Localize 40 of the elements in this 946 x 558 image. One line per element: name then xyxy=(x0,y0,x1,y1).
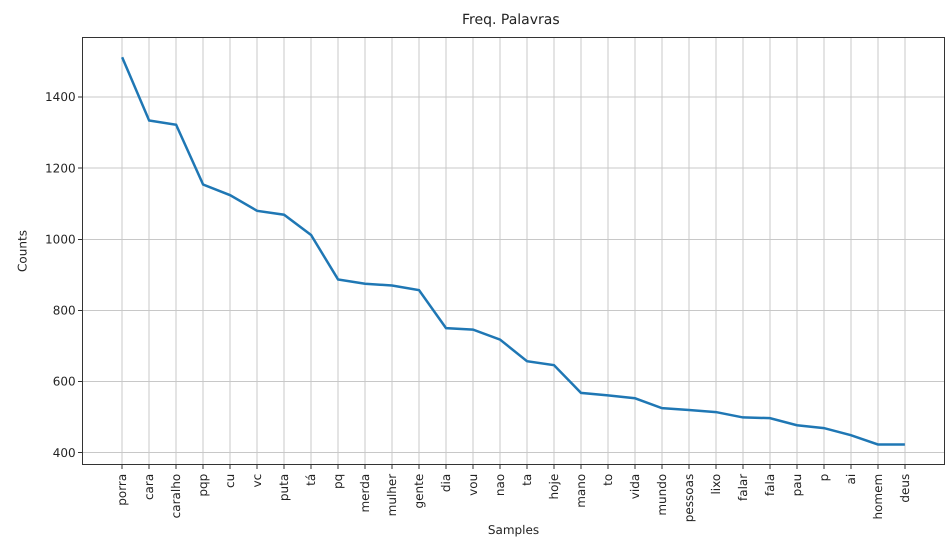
x-tick-label: tá xyxy=(304,474,318,486)
x-tick-label: porra xyxy=(115,474,130,506)
x-tick-label: pqp xyxy=(196,474,210,497)
y-tick-label: 800 xyxy=(52,304,76,318)
line-series xyxy=(120,56,906,446)
x-tick-label: vida xyxy=(628,474,642,500)
x-axis-title: Samples xyxy=(488,523,540,538)
x-tick-label: lixo xyxy=(708,474,723,495)
x-tick-label: dia xyxy=(438,474,453,492)
x-tick-label: falar xyxy=(736,474,750,502)
x-tick-label: fala xyxy=(762,474,777,496)
y-axis-title: Counts xyxy=(15,230,30,272)
x-tick-label: gente xyxy=(412,474,426,509)
x-tick-label: vc xyxy=(250,474,264,488)
x-tick-label: cara xyxy=(142,474,156,500)
x-tick-label: pq xyxy=(330,474,345,490)
y-tick-label: 600 xyxy=(52,374,76,389)
x-tick-label: ai xyxy=(844,474,858,484)
chart-title: Freq. Palavras xyxy=(462,12,560,28)
x-tick-label: homem xyxy=(870,474,885,520)
x-tick-label: deus xyxy=(898,474,912,503)
x-tick-label: ta xyxy=(520,474,534,486)
y-tick-label: 400 xyxy=(52,446,76,460)
x-tick-label: pau xyxy=(790,474,804,496)
x-tick-label: cu xyxy=(223,474,237,488)
x-tick-label: mulher xyxy=(384,474,399,516)
x-tick-label: pessoas xyxy=(682,474,696,522)
x-tick-label: mundo xyxy=(654,474,669,516)
x-tick-label: hoje xyxy=(546,474,561,500)
y-tick-label: 1000 xyxy=(45,232,76,246)
x-tick-label: nao xyxy=(492,474,507,496)
x-tick-label: vou xyxy=(466,474,480,496)
x-tick-label: caralho xyxy=(169,474,184,518)
y-tick-label: 1400 xyxy=(45,90,76,104)
x-tick-label: p xyxy=(816,474,831,482)
y-tick-label: 1200 xyxy=(45,161,76,176)
x-tick-label: puta xyxy=(276,474,291,502)
x-tick-label: to xyxy=(600,474,615,486)
x-tick-label: mano xyxy=(574,474,588,508)
x-tick-label: merda xyxy=(358,474,372,513)
